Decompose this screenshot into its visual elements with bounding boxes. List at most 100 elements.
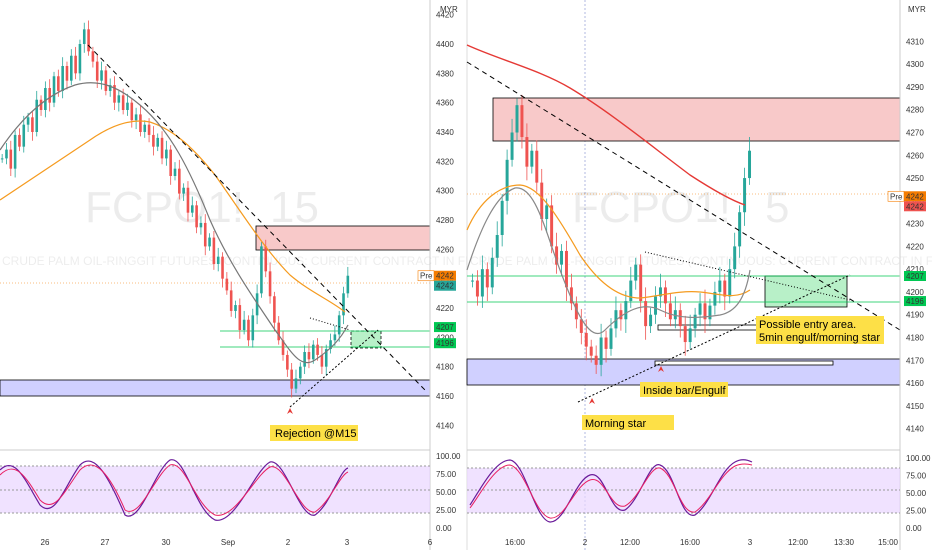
stoch-k-line [469, 459, 753, 523]
candle-body [658, 287, 662, 297]
candle-body [229, 290, 233, 311]
candle-body [134, 114, 138, 121]
candle-body [225, 278, 229, 291]
candle-body [238, 305, 242, 330]
watermark-timeframe: 15 [270, 183, 319, 232]
candle-body [530, 150, 534, 167]
candle-body [26, 117, 30, 125]
y-tick-label: 4170 [906, 356, 924, 365]
uptrend-line[interactable] [289, 329, 379, 408]
candle-body [173, 168, 177, 176]
candle-body [290, 369, 293, 389]
watermark-timeframe: 5 [765, 183, 789, 232]
y-tick-label: 4200 [906, 288, 924, 297]
price-tag [434, 322, 456, 333]
demand-zone[interactable] [0, 379, 431, 397]
candle-body [260, 246, 263, 294]
candle-body [515, 105, 519, 133]
triangle-upper-line[interactable] [309, 317, 351, 331]
candle-body [579, 319, 583, 333]
x-tick-label: 6 [428, 538, 433, 547]
x-tick-label: 2 [286, 538, 291, 547]
candle-body [242, 319, 246, 330]
y-tick-label: 4300 [906, 60, 924, 69]
candle-body [65, 66, 69, 81]
y-tick-label: 4150 [906, 402, 924, 411]
candle-body [52, 76, 56, 103]
price-tag-value: 4207 [906, 272, 924, 281]
y-tick-label: 4320 [436, 157, 454, 166]
candle-body [545, 205, 549, 220]
candle-body [39, 99, 43, 110]
candle-body [629, 280, 633, 302]
candle-body [703, 303, 707, 320]
price-tag [904, 296, 926, 307]
candles-15min [0, 20, 350, 398]
candle-body [255, 293, 259, 316]
supply-zone[interactable] [492, 97, 901, 142]
y-axis-ticks: 4310430042904280427042604250424042304220… [906, 37, 924, 433]
engulf-arrow-icon [658, 366, 664, 372]
candle-body [569, 287, 573, 304]
annotation-engulf-morning-star: 5min engulf/morning star [759, 332, 880, 344]
stoch-d-line [0, 464, 349, 516]
candle-body [294, 378, 298, 389]
candle-body [113, 85, 116, 103]
y-tick-label: 4280 [436, 216, 454, 225]
x-tick-label: Sep [221, 538, 236, 547]
candle-body [147, 124, 151, 135]
candle-body [78, 44, 82, 74]
downtrend-line[interactable] [466, 61, 901, 331]
candle-body [91, 51, 95, 62]
y-tick-label: 4300 [436, 187, 454, 196]
annotation-entry-area: Possible entry area. [759, 319, 856, 331]
candle-body [199, 222, 203, 228]
panel-background [0, 0, 430, 550]
candle-body [307, 352, 311, 360]
inside-bar-range[interactable] [654, 360, 834, 366]
chart-panel-5min[interactable]: FCPO1! 5 CRUDE PALM OIL-RINGGIT FUTURES … [466, 0, 932, 550]
candle-body [574, 303, 578, 320]
supply-zone[interactable] [255, 225, 431, 251]
price-tag-prefix-label: Pre [420, 272, 433, 281]
candle-body [195, 205, 198, 228]
candle-body [480, 269, 484, 297]
annotation-box [756, 316, 884, 344]
annotation-box [640, 382, 728, 397]
x-tick-label: 12:00 [788, 538, 809, 547]
candle-body [165, 149, 168, 159]
candle-body [221, 256, 224, 279]
ema-slow-line [466, 184, 751, 299]
candle-body [329, 340, 332, 350]
candle-body [594, 355, 598, 365]
candle-body [303, 352, 306, 367]
candle-body [48, 88, 51, 103]
candle-body [31, 117, 34, 132]
candle-body [186, 187, 190, 213]
entry-box[interactable] [350, 330, 382, 349]
candle-body [333, 334, 337, 341]
candle-body [57, 76, 60, 91]
candle-body [320, 354, 324, 367]
oscillator-ticks: 100.00 75.00 50.00 25.00 0.00 [436, 452, 461, 533]
rejection-arrow-icon [287, 408, 293, 414]
candle-body [273, 296, 276, 323]
candle-body [649, 314, 653, 327]
x-tick-label: 16:00 [505, 538, 526, 547]
candle-body [560, 250, 564, 265]
osc-tick-label: 50.00 [436, 488, 457, 497]
price-tag [434, 280, 456, 291]
candle-body [277, 322, 280, 341]
chart-panel-15min[interactable]: FCPO1! 15 CRUDE PALM OIL-RINGGIT FUTURES… [0, 0, 503, 550]
candle-body [126, 102, 129, 110]
oscillator-ticks: 100.00 75.00 50.00 25.00 0.00 [906, 454, 931, 533]
price-tag-value: 4242 [906, 192, 924, 201]
y-tick-label: 4270 [906, 129, 924, 138]
price-tag-value: 4196 [436, 339, 454, 348]
candle-body [286, 354, 289, 370]
y-tick-label: 4160 [436, 392, 454, 401]
y-axis-ticks: 4420440043804360434043204300428042604240… [436, 11, 454, 431]
triangle-upper-line[interactable] [644, 251, 851, 301]
